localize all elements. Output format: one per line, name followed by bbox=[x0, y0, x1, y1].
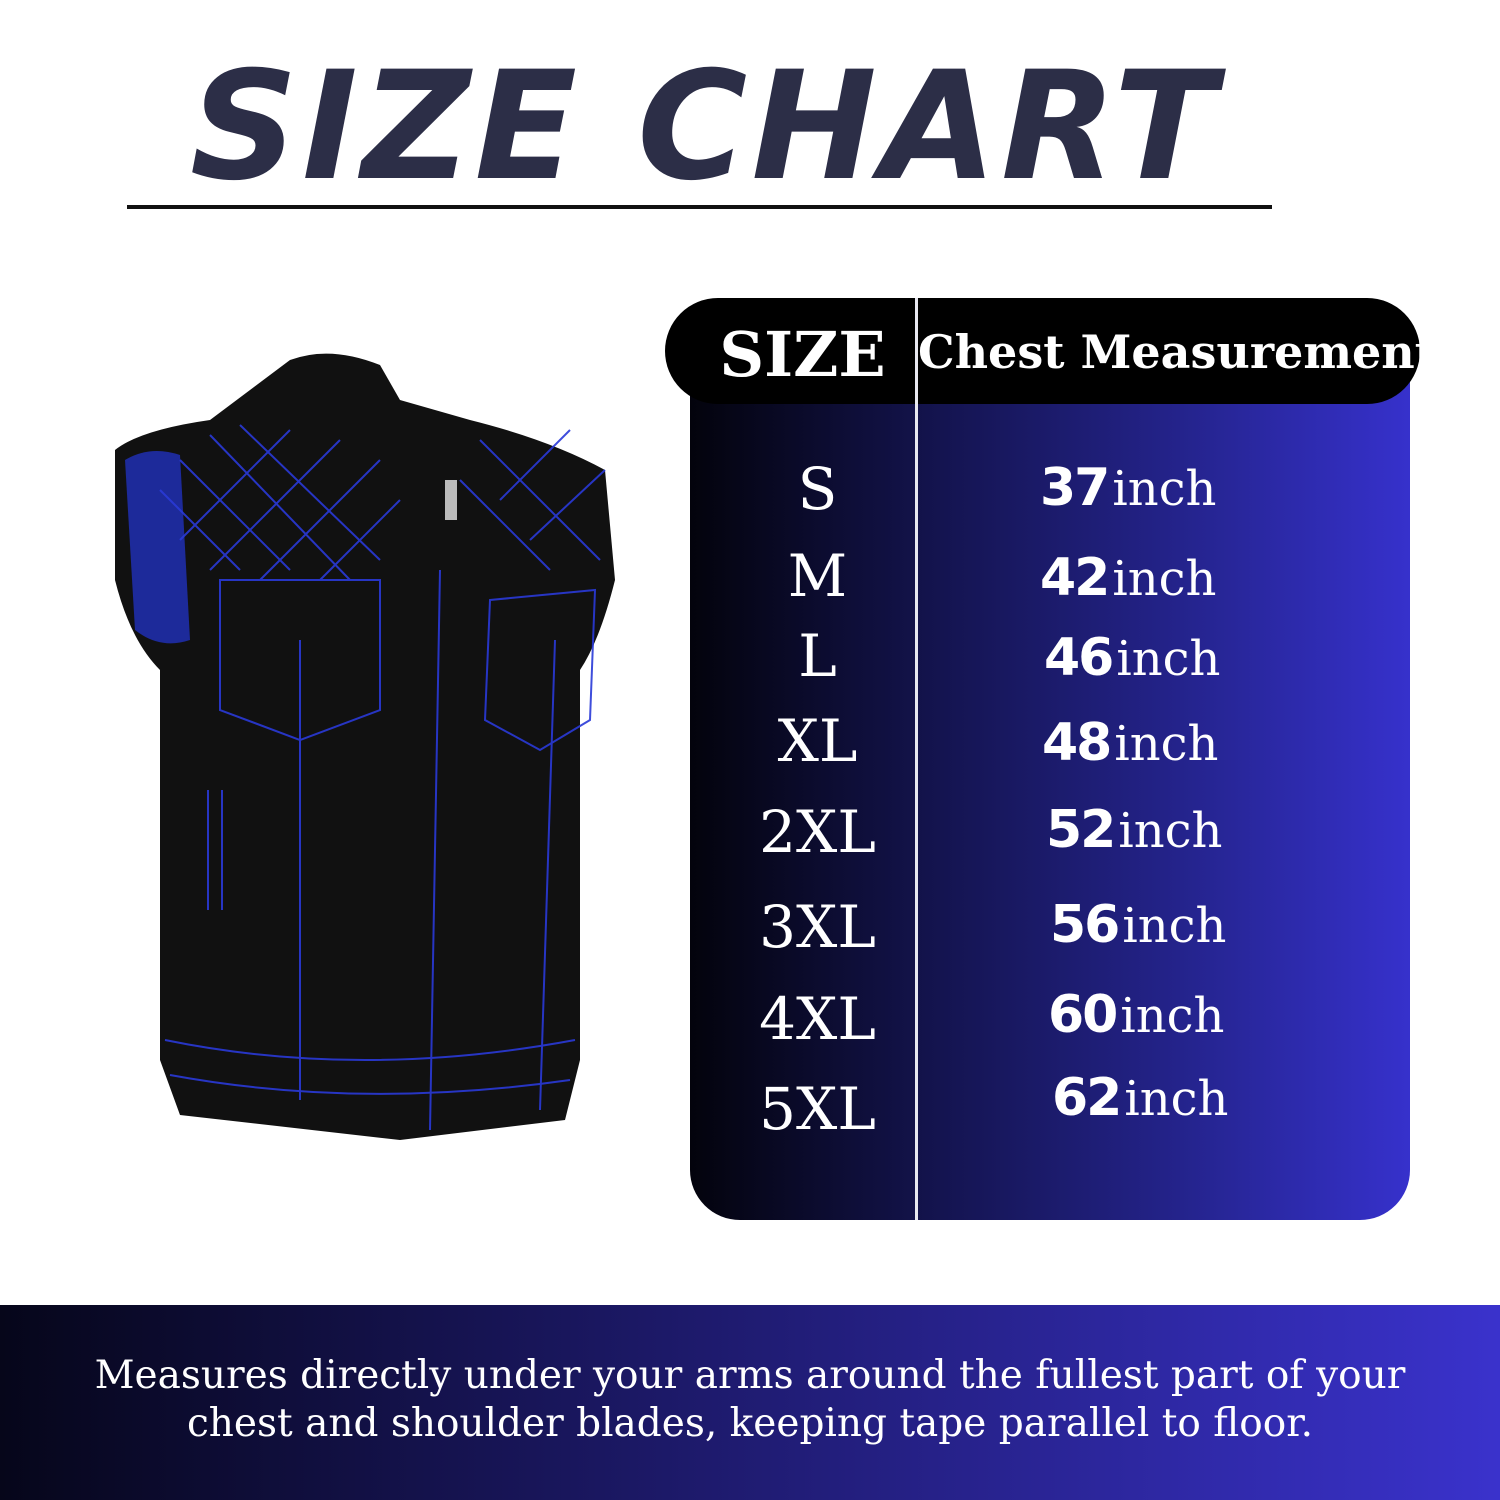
table-row: 4XL bbox=[690, 985, 1410, 1065]
table-row: M bbox=[690, 542, 1410, 622]
chest-value: 56inch bbox=[1050, 895, 1227, 955]
chest-value: 46inch bbox=[1044, 628, 1221, 688]
chest-value: 52inch bbox=[1046, 800, 1223, 860]
size-label: S bbox=[797, 455, 838, 523]
size-label: 4XL bbox=[759, 985, 876, 1053]
instructions-line-1: Measures directly under your arms around… bbox=[94, 1353, 1406, 1398]
table-row: XL bbox=[690, 707, 1410, 787]
table-row: S bbox=[690, 455, 1410, 535]
table-row: 2XL bbox=[690, 798, 1410, 878]
size-table-header bbox=[665, 298, 1420, 404]
measurement-instructions: Measures directly under your arms around… bbox=[0, 1352, 1500, 1448]
size-label: 5XL bbox=[759, 1075, 876, 1143]
size-label: 2XL bbox=[759, 798, 876, 866]
size-label: XL bbox=[777, 707, 858, 775]
table-row: 3XL bbox=[690, 893, 1410, 973]
chest-value: 60inch bbox=[1048, 985, 1225, 1045]
page-title: SIZE CHART bbox=[189, 40, 1221, 214]
chest-value: 62inch bbox=[1052, 1068, 1229, 1128]
chest-value: 37inch bbox=[1040, 458, 1217, 518]
size-label: 3XL bbox=[759, 893, 876, 961]
header-size: SIZE bbox=[719, 318, 886, 391]
chest-value: 48inch bbox=[1042, 713, 1219, 773]
table-row: L bbox=[690, 622, 1410, 702]
size-label: L bbox=[798, 622, 837, 690]
size-table-panel bbox=[690, 300, 1410, 1220]
footer-band bbox=[0, 1305, 1500, 1500]
table-row: 5XL bbox=[690, 1075, 1410, 1155]
title-divider bbox=[127, 205, 1272, 209]
size-label: M bbox=[787, 542, 848, 610]
chest-value: 42inch bbox=[1040, 548, 1217, 608]
leather-vest-image bbox=[115, 353, 615, 1141]
instructions-line-2: chest and shoulder blades, keeping tape … bbox=[186, 1401, 1314, 1446]
column-divider bbox=[915, 298, 918, 1220]
header-chest-measurement: Chest Measurement bbox=[918, 325, 1436, 379]
